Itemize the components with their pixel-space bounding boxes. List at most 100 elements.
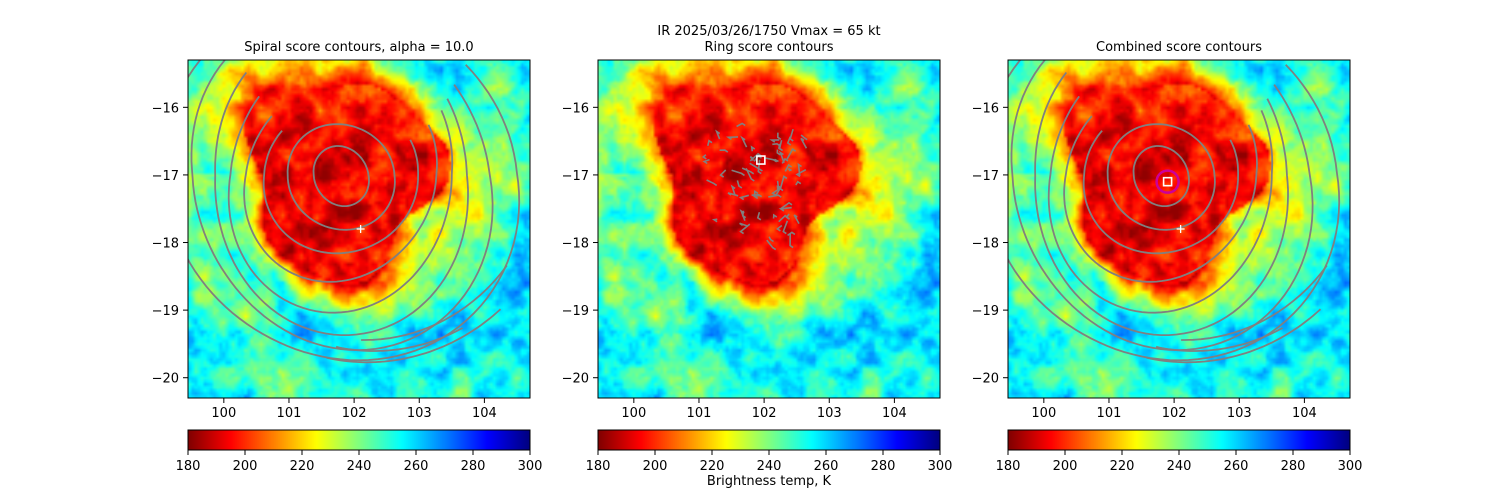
spiral-contour — [1034, 71, 1289, 337]
ring-contour — [739, 223, 751, 235]
score-contours — [1008, 60, 1341, 364]
colorbar-tick-label: 300 — [518, 459, 543, 474]
colorbar-tick-label: 260 — [404, 459, 429, 474]
ring-contour — [764, 157, 778, 163]
combined-center-marker — [1162, 176, 1173, 187]
ring-contour — [766, 239, 777, 251]
y-tick-label: −19 — [972, 304, 999, 319]
ring-contour — [776, 132, 782, 140]
axes-frame — [1007, 59, 1351, 399]
ring-contour — [749, 162, 763, 172]
colorbar-tick-label: 200 — [1053, 459, 1078, 474]
x-tick-label: 101 — [687, 406, 712, 421]
ring-contour — [778, 206, 792, 212]
best-track-marker — [1176, 225, 1185, 233]
ring-contour — [793, 214, 800, 224]
x-tick-label: 100 — [1031, 406, 1056, 421]
colorbar-gradient — [598, 430, 940, 450]
x-tick-label: 104 — [882, 406, 907, 421]
ring-contour — [701, 154, 707, 160]
colorbar-tick-label: 200 — [233, 459, 258, 474]
colorbar-tick-label: 220 — [1110, 459, 1135, 474]
spiral-contour — [214, 71, 469, 337]
colorbar: 180 200 220 240 260 280 300 — [996, 429, 1362, 474]
colorbar-tick-label: 240 — [1167, 459, 1192, 474]
ring-contour — [739, 222, 749, 227]
y-tick-label: −17 — [562, 169, 589, 184]
x-tick-label: 101 — [1097, 406, 1122, 421]
ring-contour — [800, 137, 808, 149]
ring-contour — [731, 169, 745, 177]
ring-contour — [789, 233, 794, 249]
y-tick-label: −18 — [152, 237, 179, 252]
spiral-contour — [1106, 123, 1216, 231]
colorbar-tick-label: 240 — [757, 459, 782, 474]
spiral-contour — [262, 130, 420, 255]
ring-contour — [730, 184, 736, 196]
spiral-contour — [286, 123, 396, 231]
x-tick-label: 100 — [211, 406, 236, 421]
panel-title: Ring score contours — [704, 40, 833, 55]
colorbar-tick-label: 300 — [928, 459, 953, 474]
y-tick-label: −16 — [562, 101, 589, 116]
ring-contour — [738, 194, 750, 201]
ring-contour — [778, 150, 785, 164]
ring-contour — [777, 143, 783, 151]
ring-contour — [784, 163, 793, 172]
ring-contour — [740, 135, 748, 148]
ring-contour — [749, 156, 755, 161]
spiral-contour — [188, 60, 521, 362]
panel-1: Spiral score contours, alpha = 10.0 100 10… — [152, 40, 543, 474]
x-tick-label: 101 — [277, 406, 302, 421]
ring-contour — [719, 169, 727, 178]
colorbar-tick-label: 260 — [814, 459, 839, 474]
spiral-contour — [1010, 60, 1314, 352]
spiral-contour — [1063, 115, 1258, 283]
ring-contour — [787, 167, 792, 172]
y-tick-label: −20 — [972, 372, 999, 387]
colorbar-gradient — [1008, 430, 1350, 450]
figure-suptitle: IR 2025/03/26/1750 Vmax = 65 kt — [657, 24, 880, 39]
ring-contour — [769, 139, 780, 143]
colorbar: 180 200 220 240 260 280 300 — [586, 429, 953, 474]
ring-contour — [753, 189, 759, 196]
combined-center-ring — [1155, 169, 1180, 194]
ring-contour — [736, 180, 743, 189]
ring-contour — [800, 134, 808, 141]
x-tick-label: 103 — [817, 406, 842, 421]
ring-contour — [702, 158, 710, 165]
ring-contour — [786, 148, 797, 160]
score-contours — [701, 122, 808, 251]
colorbar-tick-label: 180 — [586, 459, 611, 474]
ring-contour — [789, 128, 794, 142]
ring-contour — [756, 211, 762, 221]
ring-contour — [768, 236, 774, 243]
colorbar-tick-label: 280 — [871, 459, 896, 474]
spiral-contour — [1008, 60, 1341, 362]
colorbar-tick-label: 220 — [700, 459, 725, 474]
ring-contour — [782, 220, 789, 235]
ring-contour — [711, 218, 718, 223]
spiral-contour — [227, 95, 454, 314]
ring-contour — [787, 231, 796, 237]
ring-contour — [776, 149, 781, 156]
colorbar-tick-label: 180 — [176, 459, 201, 474]
y-tick-label: −20 — [152, 372, 179, 387]
panel-title: Combined score contours — [1096, 40, 1262, 55]
colorbar-tick-label: 180 — [996, 459, 1021, 474]
spiral-contour — [326, 308, 502, 364]
x-tick-label: 104 — [472, 406, 497, 421]
x-tick-label: 102 — [1162, 406, 1187, 421]
ring-contour — [726, 136, 739, 140]
x-tick-label: 103 — [1227, 406, 1252, 421]
y-tick-label: −18 — [972, 237, 999, 252]
ring-contour — [779, 175, 788, 188]
y-tick-label: −16 — [152, 101, 179, 116]
spiral-contour — [1132, 145, 1190, 208]
ring-contour — [779, 201, 793, 210]
x-tick-label: 100 — [621, 406, 646, 421]
ring-contour — [771, 186, 782, 196]
ring-contour — [750, 145, 756, 152]
axes-frame — [597, 59, 941, 399]
ring-contour — [776, 224, 783, 232]
